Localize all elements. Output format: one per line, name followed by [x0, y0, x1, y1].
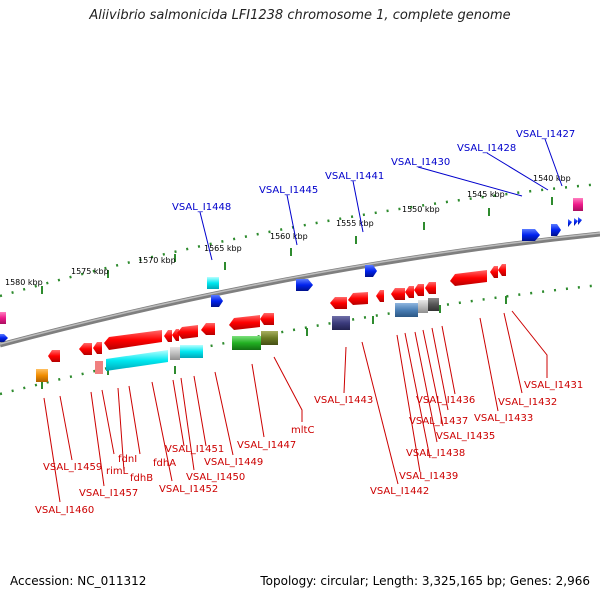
scale-label-1555: 1555 kbp	[336, 219, 374, 228]
gene-arrow-reverse[interactable]	[391, 288, 405, 300]
scale-label-1570: 1570 kbp	[138, 256, 176, 265]
gene-arrow-forward[interactable]	[522, 229, 540, 241]
gene-label-vsal-i1439[interactable]: VSAL_I1439	[399, 471, 458, 482]
chromosome-backbone-highlight	[0, 232, 600, 345]
gene-box-reverse[interactable]	[95, 361, 103, 374]
gene-label-vsal-i1459[interactable]: VSAL_I1459	[43, 462, 102, 473]
scale-label-1550: 1550 kbp	[402, 205, 440, 214]
gene-arrow-reverse[interactable]	[348, 292, 368, 305]
gene-box-forward[interactable]	[573, 198, 583, 211]
scale-label-1565: 1565 kbp	[204, 244, 242, 253]
gene-arrow-reverse[interactable]	[229, 315, 260, 330]
gene-box-forward[interactable]	[207, 277, 219, 289]
gene-arrow-reverse[interactable]	[376, 290, 384, 302]
chromosome-backbone	[0, 231, 600, 348]
forward-genes-track	[0, 198, 583, 342]
gene-label-vsal-i1445[interactable]: VSAL_I1445	[259, 185, 318, 196]
gene-arrow-reverse[interactable]	[498, 264, 506, 276]
gene-arrow-reverse[interactable]	[104, 330, 162, 350]
gene-box-reverse[interactable]	[332, 316, 350, 330]
gene-label-vsal-i1435[interactable]: VSAL_I1435	[436, 431, 495, 442]
reverse-genes-track	[36, 264, 506, 382]
forward-gene-labels: VSAL_I1427 VSAL_I1428 VSAL_I1430 VSAL_I1…	[172, 129, 575, 213]
scale-label-1580: 1580 kbp	[5, 278, 43, 287]
gene-label-vsal-i1432[interactable]: VSAL_I1432	[498, 397, 557, 408]
gene-arrow-forward[interactable]	[211, 295, 223, 307]
gene-arrow-forward[interactable]	[578, 217, 582, 225]
gene-label-vsal-i1431[interactable]: VSAL_I1431	[524, 380, 583, 391]
gene-label-vsal-i1449[interactable]: VSAL_I1449	[204, 457, 263, 468]
gene-box-reverse[interactable]	[180, 345, 203, 358]
gene-arrow-reverse[interactable]	[164, 330, 172, 342]
gene-label-vsal-i1447[interactable]: VSAL_I1447	[237, 440, 296, 451]
gene-box-reverse[interactable]	[395, 303, 418, 317]
gene-label-vsal-i1428[interactable]: VSAL_I1428	[457, 143, 516, 154]
gene-arrow-reverse[interactable]	[48, 350, 60, 362]
gene-label-vsal-i1437[interactable]: VSAL_I1437	[409, 416, 468, 427]
gene-label-fdni[interactable]: fdnI	[118, 454, 137, 465]
scale-label-1545: 1545 kbp	[467, 190, 505, 199]
gene-arrow-reverse[interactable]	[177, 325, 198, 339]
gene-box-reverse[interactable]	[418, 300, 428, 313]
gene-label-vsal-i1436[interactable]: VSAL_I1436	[416, 395, 475, 406]
map-title: Aliivibrio salmonicida LFI1238 chromosom…	[89, 8, 511, 23]
gene-arrow-reverse[interactable]	[260, 313, 274, 325]
gene-box-reverse[interactable]	[428, 298, 439, 311]
forward-leader-lines	[199, 138, 563, 261]
gene-arrow-forward[interactable]	[574, 218, 578, 226]
gene-arrow-reverse[interactable]	[414, 284, 424, 296]
gene-label-vsal-i1451[interactable]: VSAL_I1451	[165, 444, 224, 455]
gene-box-reverse[interactable]	[232, 336, 261, 350]
gene-label-vsal-i1430[interactable]: VSAL_I1430	[391, 157, 450, 168]
gene-box-reverse[interactable]	[36, 369, 48, 382]
gene-arrow-forward[interactable]	[296, 279, 313, 291]
gene-label-vsal-i1450[interactable]: VSAL_I1450	[186, 472, 245, 483]
gene-arrow-forward[interactable]	[568, 219, 572, 227]
gene-arrow-reverse[interactable]	[79, 343, 92, 355]
gene-label-mltc[interactable]: mltC	[291, 425, 314, 436]
gene-label-vsal-i1443[interactable]: VSAL_I1443	[314, 395, 373, 406]
scale-labels: 1580 kbp 1575 kbp 1570 kbp 1565 kbp 1560…	[5, 174, 571, 287]
gene-label-fdhb[interactable]: fdhB	[130, 473, 153, 484]
reverse-leader-lines	[43, 310, 548, 503]
gene-arrow-reverse[interactable]	[330, 297, 347, 309]
gene-arrow-reverse[interactable]	[425, 282, 436, 294]
gene-label-vsal-i1442[interactable]: VSAL_I1442	[370, 486, 429, 497]
gene-box-forward[interactable]	[0, 312, 6, 324]
gene-label-vsal-i1452[interactable]: VSAL_I1452	[159, 484, 218, 495]
accession-text: Accession: NC_011312	[10, 574, 147, 588]
gene-arrow-forward[interactable]	[0, 334, 8, 342]
gene-label-vsal-i1448[interactable]: VSAL_I1448	[172, 202, 231, 213]
scale-label-1560: 1560 kbp	[270, 232, 308, 241]
reverse-gene-labels: VSAL_I1431 VSAL_I1432 VSAL_I1433 VSAL_I1…	[35, 380, 583, 516]
gene-arrow-reverse[interactable]	[201, 323, 215, 335]
gene-arrow-reverse[interactable]	[93, 342, 102, 354]
gene-label-vsal-i1441[interactable]: VSAL_I1441	[325, 171, 384, 182]
reverse-track-ticks	[41, 296, 507, 389]
gene-label-vsal-i1433[interactable]: VSAL_I1433	[474, 413, 533, 424]
gene-arrow-reverse[interactable]	[490, 266, 498, 278]
gene-arrow-reverse[interactable]	[405, 286, 414, 298]
gene-label-fdha[interactable]: fdhA	[153, 458, 176, 469]
scale-major-ticks	[41, 197, 553, 294]
gene-box-reverse[interactable]	[261, 331, 278, 345]
gene-box-reverse[interactable]	[106, 350, 168, 371]
gene-arrow-forward[interactable]	[365, 265, 377, 277]
gene-arrow-reverse[interactable]	[450, 270, 487, 286]
gene-arrow-reverse[interactable]	[172, 329, 179, 341]
topology-text: Topology: circular; Length: 3,325,165 bp…	[260, 574, 590, 588]
gene-label-vsal-i1457[interactable]: VSAL_I1457	[79, 488, 138, 499]
scale-label-1540: 1540 kbp	[533, 174, 571, 183]
gene-box-reverse[interactable]	[170, 347, 180, 360]
gene-label-riml[interactable]: rimL	[106, 466, 129, 477]
gene-label-vsal-i1460[interactable]: VSAL_I1460	[35, 505, 94, 516]
gene-arrow-forward[interactable]	[551, 224, 561, 236]
scale-label-1575: 1575 kbp	[71, 267, 109, 276]
gene-label-vsal-i1427[interactable]: VSAL_I1427	[516, 129, 575, 140]
gene-label-vsal-i1438[interactable]: VSAL_I1438	[406, 448, 465, 459]
